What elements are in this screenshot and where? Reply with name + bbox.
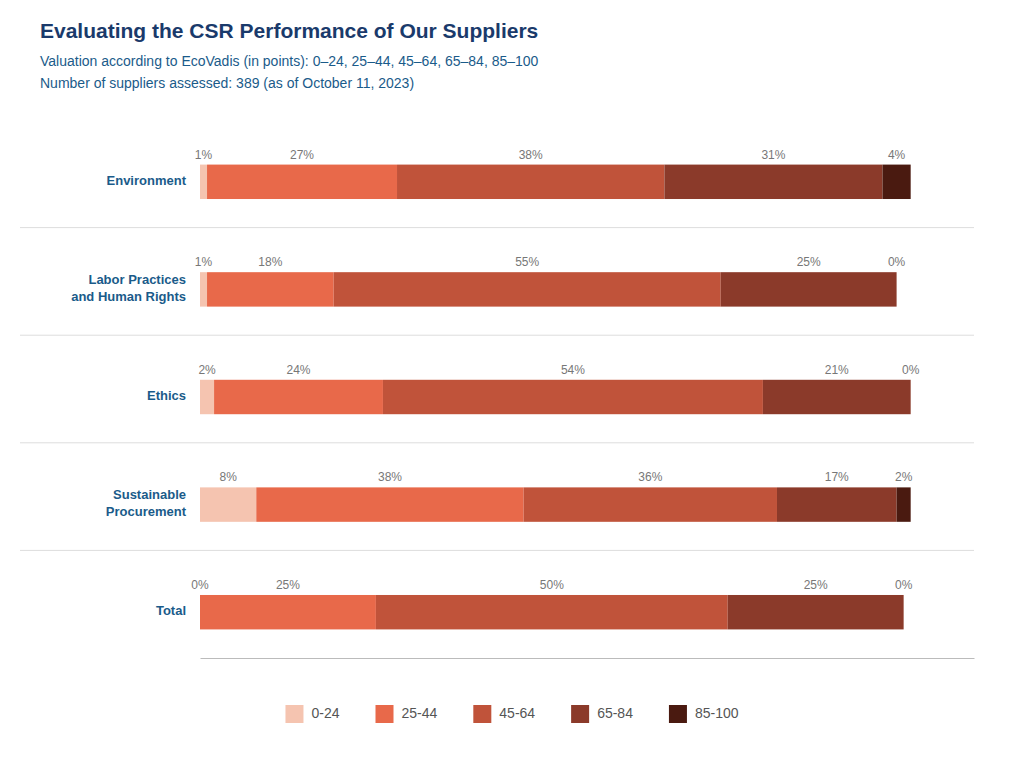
data-label: 0% bbox=[888, 255, 906, 269]
data-label: 8% bbox=[219, 470, 237, 484]
bar-segment bbox=[200, 272, 207, 306]
data-label: 27% bbox=[290, 148, 314, 162]
data-label: 31% bbox=[761, 148, 785, 162]
bar-segment bbox=[721, 272, 897, 306]
bar-segment bbox=[334, 272, 721, 306]
category-label: Ethics bbox=[147, 388, 186, 403]
category-label: Labor Practicesand Human Rights bbox=[71, 272, 186, 304]
data-label: 1% bbox=[195, 148, 213, 162]
x-axis-line bbox=[201, 658, 975, 659]
legend-swatch bbox=[571, 705, 589, 723]
legend-swatch bbox=[669, 705, 687, 723]
legend-swatch bbox=[376, 705, 394, 723]
legend-label: 0-24 bbox=[311, 705, 339, 721]
category-label: SustainableProcurement bbox=[106, 488, 187, 520]
legend-item: 25-44 bbox=[376, 705, 438, 723]
data-label: 17% bbox=[825, 470, 849, 484]
legend: 0-24 25-44 45-64 65-84 85-100 bbox=[285, 705, 738, 723]
bar-segment bbox=[200, 380, 214, 414]
bar-segment bbox=[524, 487, 777, 521]
separator bbox=[20, 442, 974, 443]
bar-segment bbox=[903, 595, 904, 629]
data-label: 2% bbox=[895, 470, 913, 484]
bar-segment bbox=[910, 380, 911, 414]
data-label: 2% bbox=[198, 363, 216, 377]
data-label: 25% bbox=[797, 255, 821, 269]
bar-segment bbox=[376, 595, 728, 629]
separators bbox=[20, 228, 974, 551]
legend-item: 65-84 bbox=[571, 705, 633, 723]
data-label: 24% bbox=[286, 363, 310, 377]
data-label: 0% bbox=[895, 578, 913, 592]
subtitle: Valuation according to EcoVadis (in poin… bbox=[40, 53, 539, 69]
category-label: Environment bbox=[107, 173, 187, 188]
data-label: 25% bbox=[804, 578, 828, 592]
data-label: 50% bbox=[540, 578, 564, 592]
data-label: 36% bbox=[638, 470, 662, 484]
separator bbox=[20, 550, 974, 551]
data-label: 1% bbox=[195, 255, 213, 269]
bar-segment bbox=[214, 380, 383, 414]
data-label: 54% bbox=[561, 363, 585, 377]
subtitle: Number of suppliers assessed: 389 (as of… bbox=[40, 75, 414, 91]
bar-segment bbox=[256, 487, 523, 521]
separator bbox=[20, 335, 974, 336]
bar-segment bbox=[383, 380, 763, 414]
data-label: 38% bbox=[519, 148, 543, 162]
category-labels: Environment Labor Practicesand Human Righ… bbox=[71, 173, 187, 618]
legend-item: 45-64 bbox=[473, 705, 535, 723]
data-label: 4% bbox=[888, 148, 906, 162]
data-labels: 1% 1% 2% 8% 0% 27% 18% 24% 38% 25% 38% 55% 54% 36% 50%… bbox=[191, 148, 919, 592]
bar-segment bbox=[200, 165, 207, 199]
legend-label: 65-84 bbox=[597, 705, 633, 721]
data-label: 38% bbox=[378, 470, 402, 484]
data-label: 21% bbox=[825, 363, 849, 377]
category-label: Total bbox=[156, 604, 186, 619]
bar-segment bbox=[200, 595, 376, 629]
legend-label: 25-44 bbox=[402, 705, 438, 721]
legend-swatch bbox=[473, 705, 491, 723]
bar-segment bbox=[207, 272, 334, 306]
x-axis bbox=[201, 658, 975, 659]
bar-segment bbox=[728, 595, 904, 629]
bar-segment bbox=[397, 165, 664, 199]
legend-label: 85-100 bbox=[695, 705, 739, 721]
bar-segment bbox=[883, 165, 911, 199]
data-label: 25% bbox=[276, 578, 300, 592]
chart: Evaluating the CSR Performance of Our Su… bbox=[0, 0, 1024, 768]
bar-segment bbox=[664, 165, 882, 199]
bar-segment bbox=[200, 487, 256, 521]
bar-segment bbox=[777, 487, 897, 521]
title: Evaluating the CSR Performance of Our Su… bbox=[40, 19, 538, 42]
plot: 1% 1% 2% 8% 0% 27% 18% 24% 38% 25% 38% 55% 54% 36% 50%… bbox=[20, 148, 975, 659]
separator bbox=[20, 227, 974, 228]
legend-item: 85-100 bbox=[669, 705, 739, 723]
bar-segment bbox=[896, 272, 897, 306]
data-label: 18% bbox=[258, 255, 282, 269]
legend-label: 45-64 bbox=[499, 705, 535, 721]
legend-swatch bbox=[285, 705, 303, 723]
data-label: 0% bbox=[902, 363, 920, 377]
data-label: 0% bbox=[191, 578, 209, 592]
data-label: 55% bbox=[515, 255, 539, 269]
legend-item: 0-24 bbox=[285, 705, 339, 723]
bar-segment bbox=[207, 165, 397, 199]
bar-segment bbox=[763, 380, 911, 414]
bars bbox=[200, 165, 911, 630]
bar-segment bbox=[897, 487, 911, 521]
